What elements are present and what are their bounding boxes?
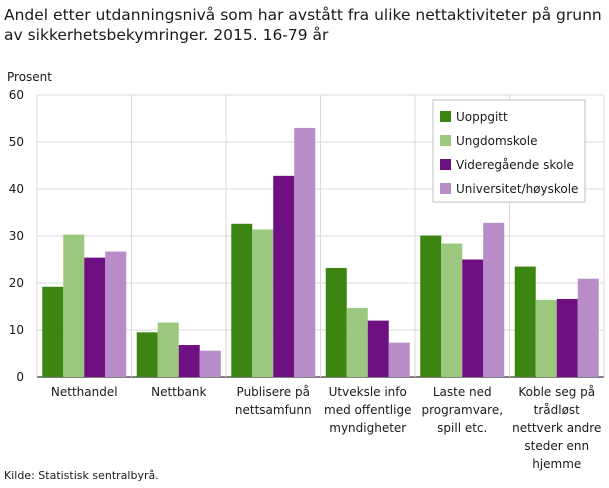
bar (105, 251, 127, 377)
x-tick-label: trådløst (534, 403, 581, 417)
x-tick-label: Publisere på (237, 385, 310, 399)
y-tick-label: 60 (9, 88, 24, 102)
y-tick-label: 40 (9, 182, 24, 196)
x-tick-label: Nettbank (151, 385, 206, 399)
x-tick-label: med offentlige (324, 403, 411, 417)
legend-swatch (440, 183, 451, 194)
source-note: Kilde: Statistisk sentralbyrå. (4, 469, 159, 482)
y-tick-label: 10 (9, 323, 24, 337)
legend-box (432, 99, 586, 203)
legend: Uoppgitt Ungdomskole Videregående skole Uni… (432, 99, 586, 203)
legend-swatch (440, 135, 451, 146)
x-tick-label: Netthandel (51, 385, 118, 399)
x-tick-label: Koble seg på (518, 385, 595, 399)
legend-label: Videregående skole (456, 158, 574, 172)
y-tick-labels: 0 10 20 30 40 50 60 (9, 88, 24, 384)
x-tick-label: myndigheter (329, 421, 406, 435)
bar (136, 332, 158, 377)
legend-label: Ungdomskole (456, 134, 538, 148)
bar (514, 266, 536, 377)
bar (388, 342, 410, 377)
bar (483, 222, 505, 377)
x-tick-label: steder enn (524, 439, 589, 453)
bar (294, 127, 316, 378)
bar (535, 299, 557, 377)
bar (325, 267, 347, 377)
chart-title: Andel etter utdanningsnivå som har avstå… (4, 6, 602, 44)
bar (42, 286, 64, 377)
legend-label: Universitet/høyskole (456, 182, 578, 196)
bar (273, 175, 295, 377)
legend-label: Uoppgitt (456, 110, 508, 124)
x-tick-label: hjemme (532, 457, 581, 471)
x-tick-label: spill etc. (437, 421, 487, 435)
bar (252, 229, 274, 377)
bar (577, 278, 599, 377)
gridlines (36, 94, 605, 378)
bar (231, 223, 253, 377)
x-tick-label: nettsamfunn (235, 403, 312, 417)
x-tick-label: nettverk andre (512, 421, 601, 435)
y-axis-label: Prosent (7, 70, 52, 84)
bar (462, 259, 484, 377)
bar (441, 243, 463, 377)
x-tick-label: Laste ned (433, 385, 492, 399)
y-tick-label: 0 (16, 370, 24, 384)
bar (178, 345, 200, 377)
bar (346, 307, 368, 377)
y-tick-label: 20 (9, 276, 24, 290)
x-tick-label: Utveksle info (329, 385, 407, 399)
bar (367, 320, 389, 377)
bar (556, 298, 578, 377)
bar (199, 350, 221, 377)
bars (42, 127, 599, 378)
x-tick-label: programvare, (421, 403, 503, 417)
y-tick-label: 30 (9, 229, 24, 243)
bar (420, 235, 442, 377)
y-tick-label: 50 (9, 135, 24, 149)
bar (63, 234, 85, 377)
bar (157, 322, 179, 377)
bar (84, 257, 106, 377)
legend-swatch (440, 159, 451, 170)
legend-swatch (440, 111, 451, 122)
x-tick-labels: Netthandel Nettbank Publisere på nettsamfun… (51, 385, 601, 471)
